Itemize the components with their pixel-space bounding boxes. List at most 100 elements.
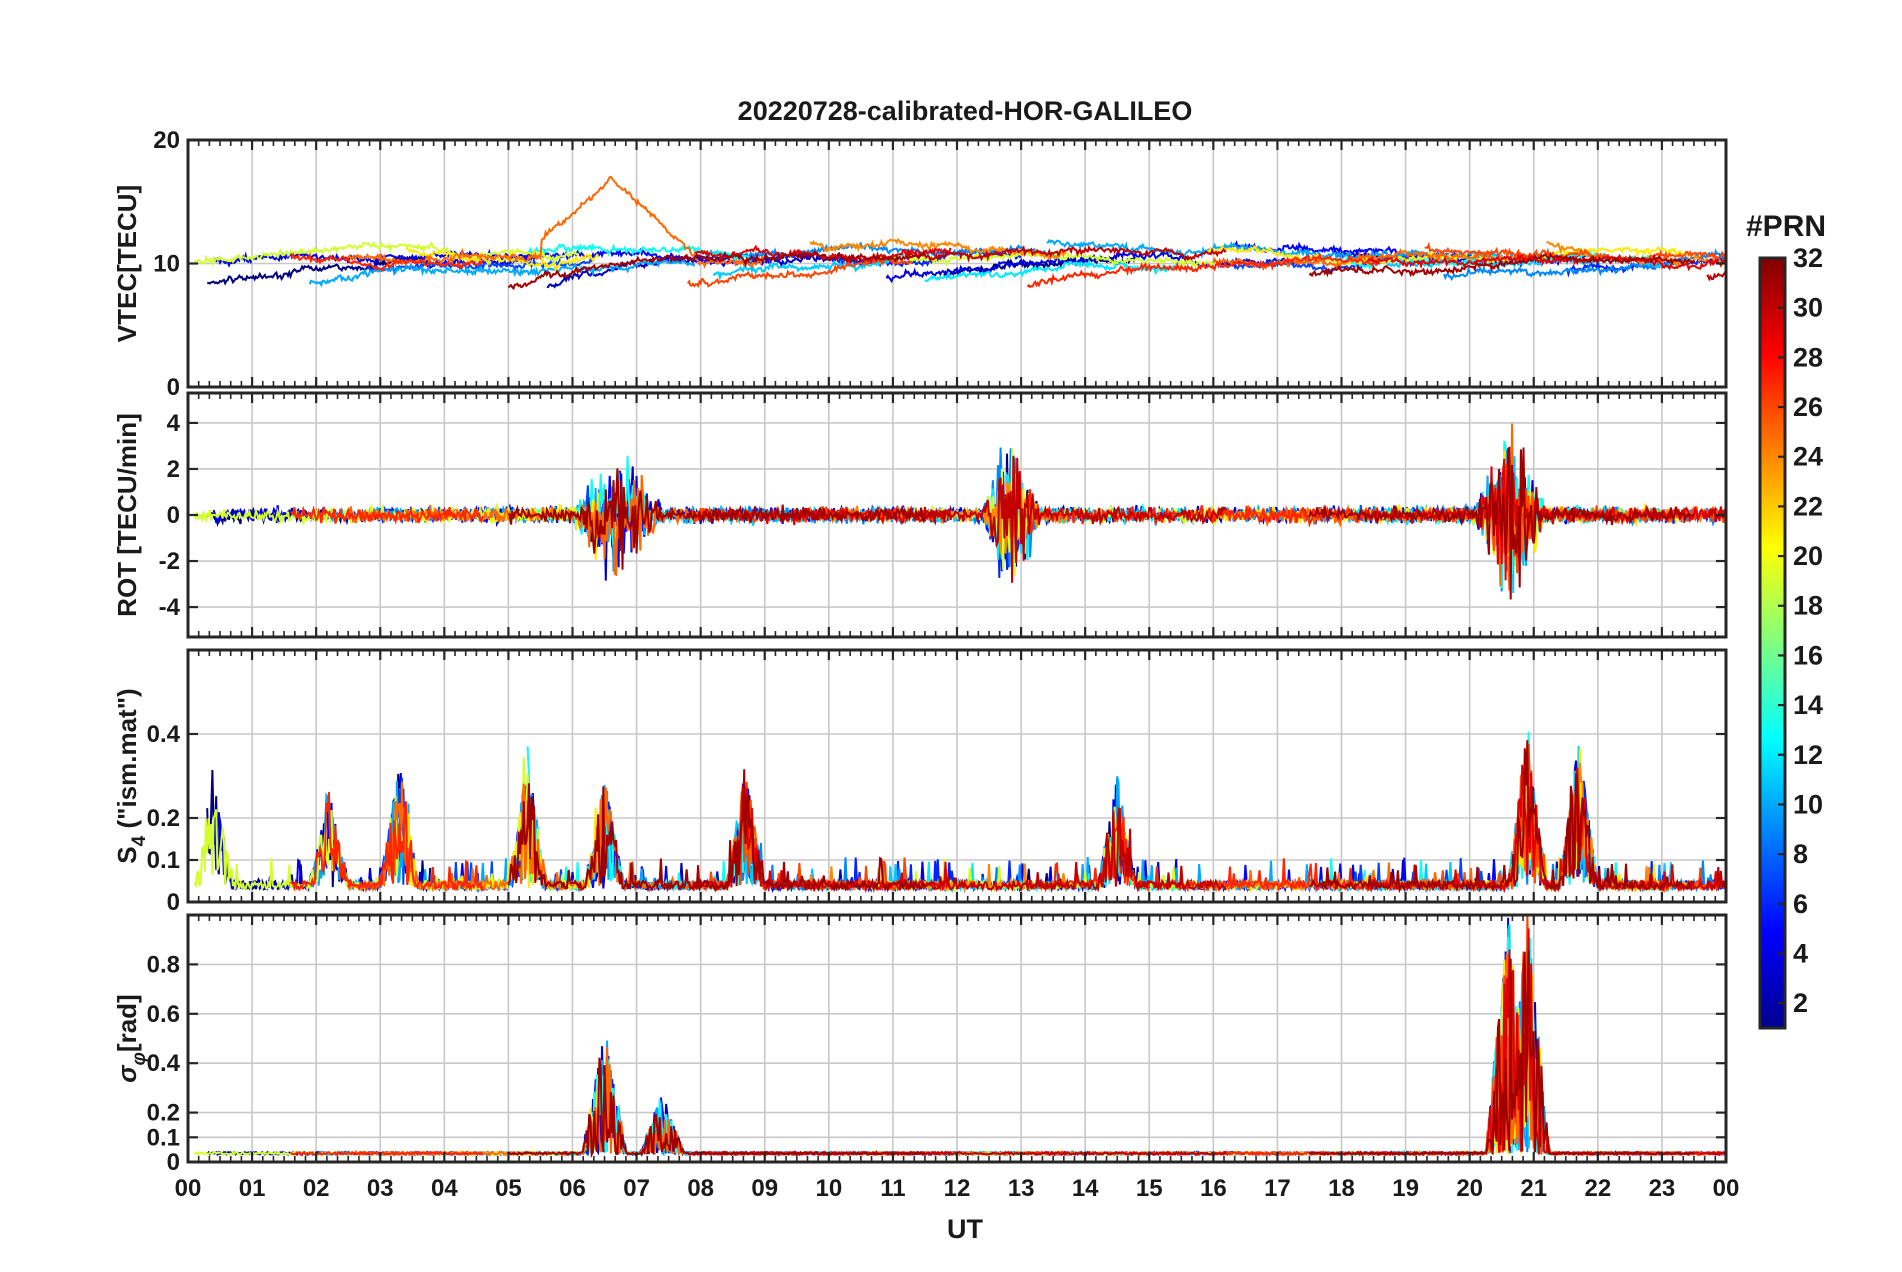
series-line-prn-30 [905, 1150, 1227, 1157]
y-tick-label: 0.1 [147, 1124, 180, 1151]
series-line-prn-19 [194, 240, 580, 267]
y-tick-label: 20 [153, 127, 180, 154]
y-axis-label: ROT [TECU/min] [112, 413, 142, 617]
series-line-prn-31 [1308, 251, 1695, 278]
y-tick-label: 10 [153, 251, 180, 278]
series-line-prn-7 [367, 1115, 593, 1157]
series-line-prn-1 [206, 254, 432, 286]
y-tick-label: 0.6 [147, 1001, 180, 1028]
colorbar-tick-label: 28 [1793, 342, 1823, 372]
x-tick-label: 17 [1264, 1175, 1291, 1202]
series-line-prn-21 [1206, 959, 1688, 1157]
series-line-prn-31 [1308, 950, 1694, 1157]
y-tick-label: 0 [167, 889, 180, 916]
series-line-prn-10 [1045, 474, 1529, 572]
x-tick-label: 14 [1072, 1175, 1099, 1202]
y-tick-label: 0.4 [147, 1050, 181, 1077]
y-tick-label: 0.2 [147, 805, 180, 832]
x-tick-label: 05 [495, 1175, 522, 1202]
colorbar-tick-label: 2 [1793, 988, 1808, 1018]
series-line-prn-31 [507, 250, 926, 291]
x-tick-label: 13 [1008, 1175, 1035, 1202]
series-line-prn-24 [809, 237, 1067, 261]
series-line-prn-27 [289, 1150, 484, 1157]
series-line-prn-25 [1212, 773, 1535, 893]
series-line-prn-25 [347, 475, 766, 577]
panel-sigma-phi: 00.10.2 0.4 0.6 0.8 σφ[rad] [112, 913, 1728, 1176]
colorbar-tick-label: 12 [1793, 740, 1823, 770]
series-line-prn-3 [1347, 959, 1605, 1157]
y-axis-label: S4 ("ism.mat") [112, 688, 150, 863]
series-line-prn-26 [686, 255, 913, 288]
series-line-prn-31 [1308, 446, 1695, 600]
y-tick-label: 0.1 [147, 847, 180, 874]
series-line-prn-4 [212, 772, 535, 893]
series-line-prn-29 [694, 244, 952, 264]
series-line-prn-30 [1706, 507, 1726, 523]
colorbar-tick-label: 6 [1793, 889, 1808, 919]
series-line-prn-13 [527, 1059, 753, 1157]
y-tick-label: 0 [167, 1149, 180, 1176]
colorbar-tick-label: 24 [1793, 442, 1823, 472]
series-line-prn-27 [1026, 252, 1381, 289]
series-line-prn-13 [1327, 731, 1651, 893]
x-axis-label: UT [947, 1214, 983, 1244]
colorbar-tick-label: 10 [1793, 789, 1823, 819]
x-tick-label: 23 [1649, 1175, 1676, 1202]
series-line-prn-21 [405, 247, 599, 273]
y-tick-label: 0.4 [147, 721, 181, 748]
colorbar-gradient [1758, 256, 1787, 1030]
series-line-prn-27 [290, 505, 484, 525]
series-group [193, 915, 1726, 1159]
y-tick-label: 0 [167, 374, 180, 401]
colorbar-tick-label: 26 [1793, 392, 1823, 422]
series-line-prn-30 [904, 244, 1227, 263]
x-tick-label: 10 [815, 1175, 842, 1202]
series-line-prn-21 [404, 492, 600, 560]
series-line-prn-27 [290, 251, 484, 272]
x-tick-label: 16 [1200, 1175, 1227, 1202]
series-line-prn-29 [1367, 928, 1726, 1157]
x-axis-ticks: 00 01 02 03 04 05 06 07 08 09 10 11 12 13 14 15 16 17 18 19… [175, 1175, 1740, 1202]
series-line-prn-31 [508, 1057, 926, 1159]
colorbar-tick-label: 18 [1793, 591, 1823, 621]
x-tick-label: 20 [1456, 1175, 1483, 1202]
panel-vtec: 0 10 20 VTEC[TECU] [112, 127, 1728, 401]
series-line-prn-5 [1226, 917, 1516, 1157]
series-line-prn-25 [1212, 247, 1535, 271]
series-line-prn-10 [1045, 956, 1529, 1157]
series-line-prn-26 [1424, 241, 1726, 264]
y-tick-label: -2 [159, 548, 180, 575]
series-group [194, 175, 1726, 291]
x-tick-label: 09 [751, 1175, 778, 1202]
panel-s4: 0 0.1 0.2 0.4S4 ("ism.mat") [112, 648, 1728, 916]
colorbar-tick-label: 8 [1793, 839, 1808, 869]
series-group [193, 731, 1726, 894]
series-line-prn-19 [866, 806, 1221, 893]
colorbar-tick-label: 30 [1793, 293, 1823, 323]
x-tick-label: 08 [687, 1175, 714, 1202]
panel-rot: -4 -2 0 2 4 ROT [TECU/min] [112, 391, 1728, 639]
y-tick-label: -4 [159, 594, 181, 621]
y-axis-label: VTEC[TECU] [112, 185, 142, 342]
x-tick-label: 18 [1328, 1175, 1355, 1202]
y-tick-label: 0.8 [147, 951, 180, 978]
series-line-prn-31 [507, 769, 926, 893]
colorbar-tick-label: 16 [1793, 640, 1823, 670]
x-tick-label: 03 [367, 1175, 394, 1202]
x-tick-label: 19 [1392, 1175, 1419, 1202]
y-tick-label: 0.2 [147, 1100, 180, 1127]
x-tick-label: 04 [431, 1175, 458, 1202]
series-line-prn-10 [308, 257, 696, 288]
colorbar-tick-label: 32 [1793, 243, 1823, 273]
colorbar-tick-label: 22 [1793, 491, 1823, 521]
x-tick-label: 01 [239, 1175, 266, 1202]
series-line-prn-25 [1212, 953, 1535, 1157]
colorbar-title: #PRN [1746, 210, 1826, 243]
x-tick-label: 15 [1136, 1175, 1163, 1202]
series-line-prn-21 [405, 1075, 600, 1157]
y-axis-label: σφ[rad] [112, 994, 150, 1082]
series-line-prn-9 [1443, 963, 1726, 1157]
x-tick-label: 22 [1584, 1175, 1611, 1202]
